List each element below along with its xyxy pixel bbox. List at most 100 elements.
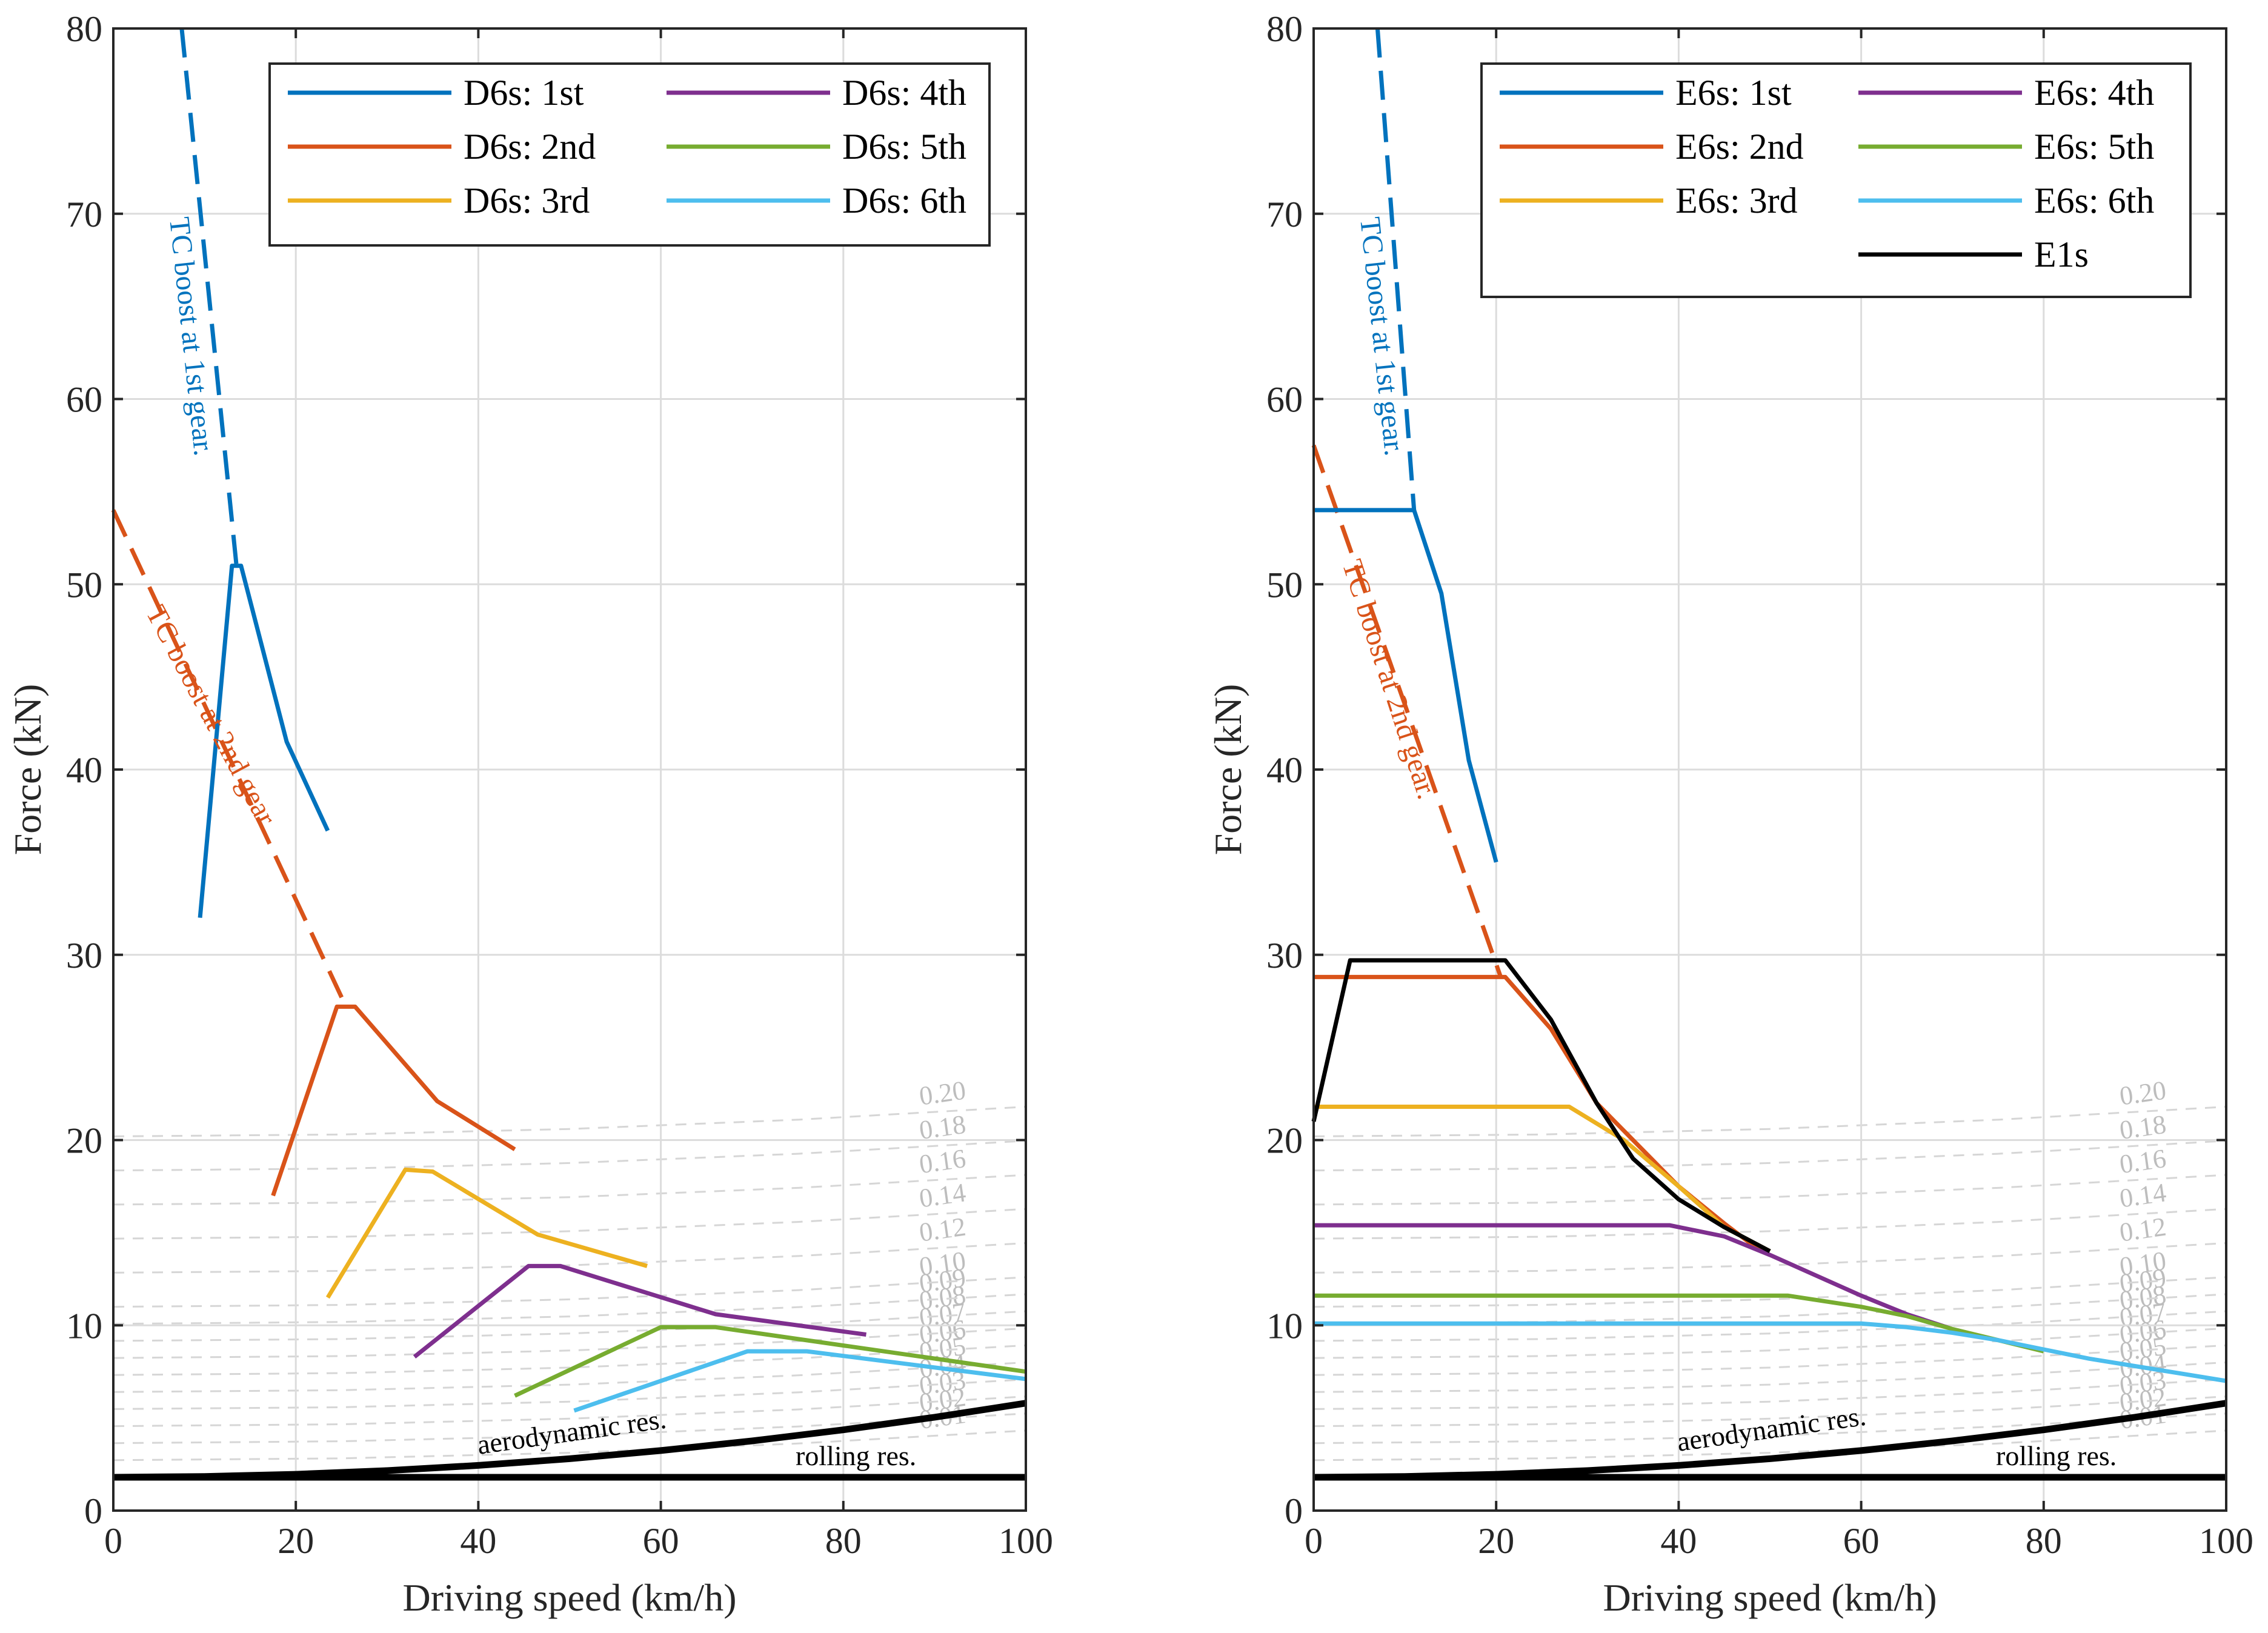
- y-tick-label: 10: [66, 1306, 102, 1346]
- legend-label: E6s: 6th: [2034, 181, 2154, 221]
- x-axis-label: Driving speed (km/h): [403, 1576, 737, 1619]
- slope-grade-line: [113, 1429, 1026, 1462]
- slope-grade-line: [1313, 1106, 2227, 1137]
- legend-box: [1480, 62, 2192, 298]
- x-tick-label: 100: [999, 1521, 1053, 1561]
- slope-grade-line: [113, 1208, 1026, 1240]
- y-tick-label: 80: [66, 9, 102, 49]
- slope-grade-line: [113, 1361, 1026, 1393]
- slope-grade-label: 0.10: [917, 1246, 968, 1282]
- tc-boost-dashed-line: [1311, 444, 1503, 978]
- slope-grade-label: 0.09: [2118, 1263, 2168, 1299]
- legend-label: E6s: 1st: [1675, 73, 1792, 113]
- y-tick-label: 0: [1285, 1491, 1303, 1531]
- series-line: [1314, 974, 1763, 1253]
- slope-grade-label: 0.07: [2118, 1297, 2168, 1332]
- y-axis-label: Force (kN): [1206, 684, 1249, 856]
- y-tick-label: 70: [66, 195, 102, 234]
- series-line: [413, 1263, 866, 1359]
- slope-grade-line: [113, 1379, 1026, 1410]
- tc-boost-dashed-line: [111, 509, 348, 1008]
- slope-grade-line: [1313, 1379, 2227, 1410]
- x-tick-label: 80: [2026, 1521, 2062, 1561]
- y-axis-label: Force (kN): [6, 684, 49, 856]
- y-tick-label: 50: [1266, 565, 1303, 605]
- y-tick-label: 30: [66, 936, 102, 976]
- slope-grade-label: 0.14: [2118, 1177, 2168, 1213]
- legend-label: E6s: 3rd: [1675, 181, 1798, 221]
- slope-grade-label: 0.20: [917, 1075, 968, 1111]
- y-tick-label: 40: [66, 750, 102, 790]
- series-line: [573, 1349, 1026, 1413]
- chart-right-e6s: 0.010.020.030.040.050.060.070.080.090.10…: [1206, 9, 2253, 1619]
- x-tick-label: 0: [1305, 1521, 1323, 1561]
- slope-grade-line: [113, 1106, 1026, 1137]
- slope-grade-label: 0.06: [917, 1314, 968, 1349]
- slope-grade-line: [1313, 1412, 2227, 1445]
- y-tick-label: 80: [1266, 9, 1303, 49]
- y-tick-label: 0: [84, 1491, 102, 1531]
- slope-grade-line: [1313, 1174, 2227, 1206]
- slope-grade-label: 0.16: [917, 1143, 968, 1179]
- y-tick-label: 20: [66, 1121, 102, 1161]
- slope-grade-label: 0.16: [2118, 1143, 2168, 1179]
- slope-grade-line: [113, 1276, 1026, 1308]
- y-tick-label: 40: [1266, 750, 1303, 790]
- legend-label: D6s: 1st: [464, 73, 584, 113]
- series-line: [325, 1167, 648, 1299]
- legend-label: E6s: 4th: [2034, 73, 2154, 113]
- slope-grade-label: 0.09: [917, 1263, 968, 1299]
- annotation-rolling: rolling res.: [796, 1440, 916, 1471]
- y-tick-label: 60: [1266, 380, 1303, 420]
- slope-grade-label: 0.10: [2118, 1246, 2168, 1282]
- slope-grade-line: [113, 1412, 1026, 1445]
- slope-grade-line: [1313, 1140, 2227, 1172]
- slope-grade-line: [1313, 1327, 2227, 1359]
- y-tick-label: 30: [1266, 936, 1303, 976]
- legend-label: E1s: [2034, 234, 2089, 274]
- slope-grade-label: 0.06: [2118, 1314, 2168, 1349]
- slope-grade-label: 0.08: [2118, 1280, 2168, 1315]
- slope-grade-line: [1313, 1361, 2227, 1393]
- slope-grade-line: [1313, 1310, 2227, 1342]
- slope-grade-label: 0.12: [917, 1212, 968, 1248]
- tc-boost-dashed-line: [1375, 28, 1417, 511]
- x-tick-label: 80: [825, 1521, 862, 1561]
- slope-grade-label: 0.20: [2118, 1075, 2168, 1111]
- series-line: [1311, 958, 1771, 1253]
- legend-label: E6s: 5th: [2034, 127, 2154, 167]
- x-tick-label: 40: [460, 1521, 496, 1561]
- slope-grade-line: [113, 1140, 1026, 1172]
- slope-grade-line: [1313, 1208, 2227, 1240]
- slope-grade-line: [113, 1293, 1026, 1325]
- series-line: [1314, 1321, 2227, 1383]
- legend-label: D6s: 5th: [842, 127, 966, 167]
- slope-grade-line: [1313, 1242, 2227, 1274]
- x-axis-label: Driving speed (km/h): [1603, 1576, 1937, 1619]
- series-line: [271, 1004, 516, 1197]
- tc-boost-dashed-line: [179, 28, 239, 567]
- slope-grade-line: [1313, 1293, 2227, 1325]
- legend-label: D6s: 6th: [842, 181, 966, 221]
- y-tick-label: 10: [1266, 1306, 1303, 1346]
- chart-left-d6s: 0.010.020.030.040.050.060.070.080.090.10…: [6, 9, 1053, 1619]
- x-tick-label: 60: [1843, 1521, 1880, 1561]
- legend-label: D6s: 4th: [842, 73, 966, 113]
- legend-label: E6s: 2nd: [1675, 127, 1804, 167]
- y-tick-label: 70: [1266, 195, 1303, 234]
- slope-grade-line: [1313, 1395, 2227, 1428]
- y-tick-label: 60: [66, 380, 102, 420]
- x-tick-label: 0: [104, 1521, 122, 1561]
- slope-grade-label: 0.12: [2118, 1212, 2168, 1248]
- slope-grade-label: 0.07: [917, 1297, 968, 1332]
- slope-grade-line: [113, 1344, 1026, 1376]
- slope-grade-line: [1313, 1429, 2227, 1462]
- slope-grade-line: [113, 1242, 1026, 1274]
- series-line: [1314, 508, 1498, 863]
- series-line: [1314, 1223, 1954, 1331]
- legend-label: D6s: 3rd: [464, 181, 590, 221]
- legend-label: D6s: 2nd: [464, 127, 596, 167]
- x-tick-label: 100: [2199, 1521, 2253, 1561]
- slope-grade-line: [113, 1174, 1026, 1206]
